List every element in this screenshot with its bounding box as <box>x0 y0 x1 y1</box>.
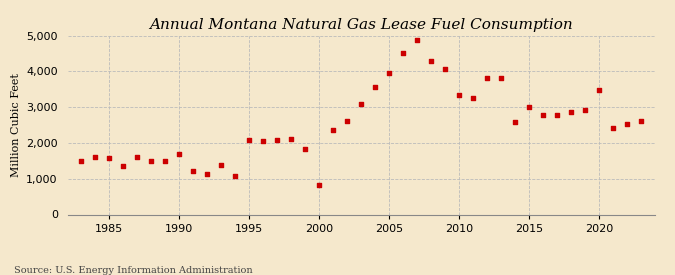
Point <box>244 138 254 142</box>
Point <box>398 50 408 55</box>
Point <box>524 104 535 109</box>
Point <box>468 96 479 100</box>
Point <box>160 159 171 163</box>
Point <box>426 59 437 63</box>
Point <box>356 101 367 106</box>
Point <box>202 172 213 176</box>
Point <box>370 85 381 89</box>
Title: Annual Montana Natural Gas Lease Fuel Consumption: Annual Montana Natural Gas Lease Fuel Co… <box>149 18 573 32</box>
Point <box>635 119 646 123</box>
Point <box>258 139 269 144</box>
Point <box>551 113 562 118</box>
Point <box>622 122 632 126</box>
Point <box>383 71 394 75</box>
Point <box>579 108 590 112</box>
Point <box>593 87 604 92</box>
Y-axis label: Million Cubic Feet: Million Cubic Feet <box>11 73 21 177</box>
Point <box>412 38 423 43</box>
Point <box>216 163 227 167</box>
Point <box>566 110 576 114</box>
Point <box>510 119 520 124</box>
Point <box>118 163 129 168</box>
Point <box>608 126 618 130</box>
Point <box>132 154 143 159</box>
Point <box>90 154 101 159</box>
Point <box>495 75 506 80</box>
Point <box>188 169 198 173</box>
Point <box>286 136 296 141</box>
Point <box>76 159 87 163</box>
Point <box>537 113 548 117</box>
Point <box>174 152 185 156</box>
Point <box>230 174 241 178</box>
Point <box>439 67 450 71</box>
Point <box>272 138 283 142</box>
Point <box>146 158 157 163</box>
Point <box>481 75 492 80</box>
Point <box>328 128 339 132</box>
Point <box>454 93 464 97</box>
Point <box>342 119 352 123</box>
Text: Source: U.S. Energy Information Administration: Source: U.S. Energy Information Administ… <box>14 266 252 275</box>
Point <box>104 155 115 160</box>
Point <box>314 183 325 187</box>
Point <box>300 147 310 152</box>
